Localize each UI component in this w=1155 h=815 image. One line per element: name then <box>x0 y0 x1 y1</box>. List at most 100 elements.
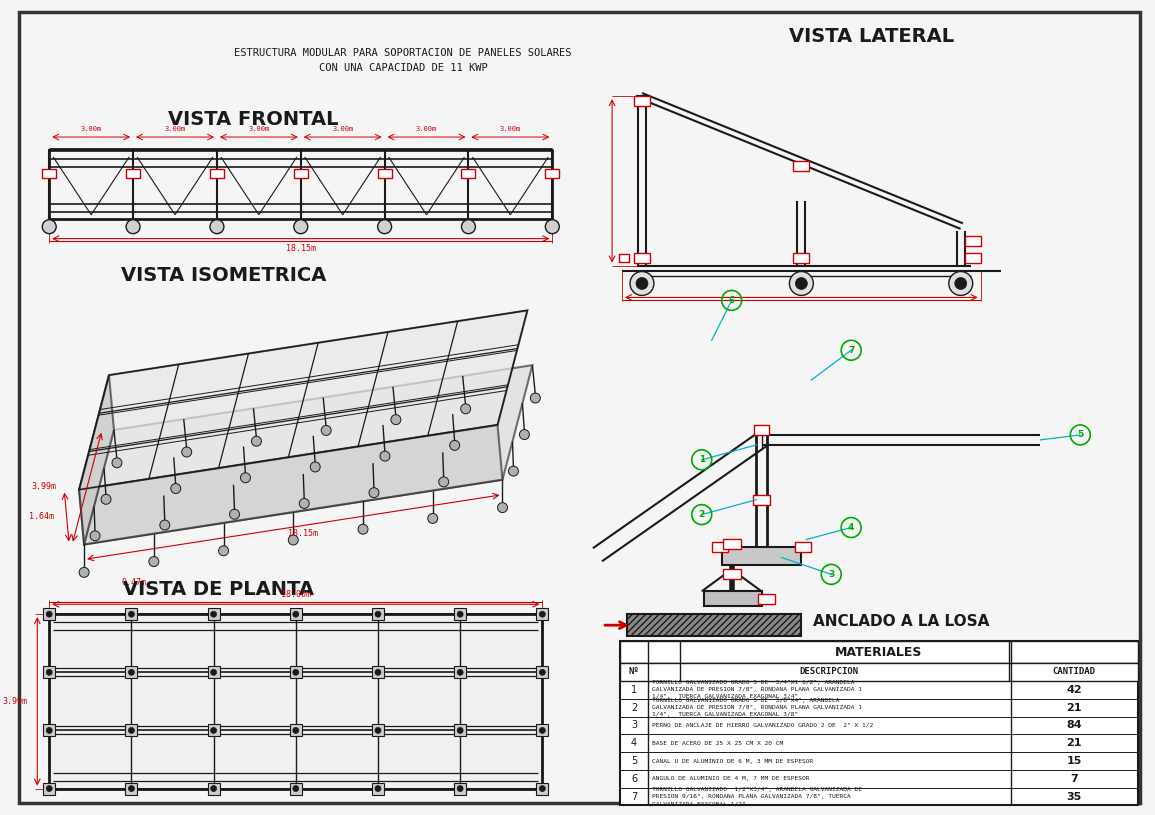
Bar <box>372 782 383 795</box>
Text: 18.15m: 18.15m <box>289 529 319 538</box>
Bar <box>620 641 1138 805</box>
Bar <box>620 641 1138 663</box>
Bar <box>634 253 650 262</box>
Text: 42: 42 <box>1066 685 1082 695</box>
Circle shape <box>128 728 134 734</box>
Circle shape <box>210 786 217 791</box>
Text: 3.00m: 3.00m <box>416 126 437 132</box>
Circle shape <box>149 557 158 566</box>
Circle shape <box>289 535 298 545</box>
Circle shape <box>378 220 392 234</box>
Bar <box>536 608 549 620</box>
Text: 6: 6 <box>729 296 735 305</box>
Circle shape <box>112 458 122 468</box>
Bar <box>290 667 301 678</box>
Circle shape <box>210 220 224 234</box>
Text: 1/4",  TUERCA GALVANIZADA EXAGONAL 3/4": 1/4", TUERCA GALVANIZADA EXAGONAL 3/4" <box>651 694 798 699</box>
Circle shape <box>520 430 529 439</box>
Text: TORNILLO GALVANIZADO  1/2"X3/4", ARANDELA GALVANIZADA DE: TORNILLO GALVANIZADO 1/2"X3/4", ARANDELA… <box>651 787 862 792</box>
Text: CANAL U DE ALUMINIO DE 6 M, 3 MM DE ESPESOR: CANAL U DE ALUMINIO DE 6 M, 3 MM DE ESPE… <box>651 759 813 764</box>
Text: 35: 35 <box>1067 791 1082 802</box>
Text: 21: 21 <box>1066 738 1082 748</box>
Bar <box>208 725 219 737</box>
Text: VISTA LATERAL: VISTA LATERAL <box>789 27 954 46</box>
Text: 4: 4 <box>631 738 638 748</box>
Bar <box>711 543 728 553</box>
Text: 3: 3 <box>631 720 638 730</box>
Text: 3.00m: 3.00m <box>81 126 102 132</box>
Bar <box>43 782 55 795</box>
Circle shape <box>375 728 381 734</box>
Bar <box>43 725 55 737</box>
Bar <box>378 170 392 178</box>
Text: PRESION 9/16", RONDANA PLANA GALVANIZADA 7/8", TUERCA: PRESION 9/16", RONDANA PLANA GALVANIZADA… <box>651 794 851 799</box>
Text: 7: 7 <box>631 791 638 802</box>
Bar <box>753 425 769 435</box>
Circle shape <box>358 524 368 534</box>
Bar <box>536 667 549 678</box>
Text: 21: 21 <box>1066 703 1082 712</box>
Bar <box>634 96 650 106</box>
Circle shape <box>539 669 545 676</box>
Text: TORNILLO GALVANIZADO GRADO 5 DE  3/4"X1 1/2", ARANDELA: TORNILLO GALVANIZADO GRADO 5 DE 3/4"X1 1… <box>651 681 855 685</box>
Bar <box>126 782 137 795</box>
Circle shape <box>457 728 463 734</box>
Text: 84: 84 <box>1066 720 1082 730</box>
Bar <box>545 170 559 178</box>
Bar <box>372 667 383 678</box>
Circle shape <box>498 503 507 513</box>
Text: 0.47m: 0.47m <box>121 578 147 587</box>
Circle shape <box>210 728 217 734</box>
Text: 5: 5 <box>1078 430 1083 439</box>
Circle shape <box>375 786 381 791</box>
Circle shape <box>427 513 438 523</box>
Circle shape <box>299 499 310 509</box>
Bar <box>208 608 219 620</box>
Circle shape <box>380 452 390 461</box>
Bar <box>964 253 981 262</box>
Circle shape <box>171 483 180 494</box>
Text: 15: 15 <box>1066 756 1082 766</box>
Circle shape <box>439 477 448 487</box>
Text: PERNO DE ANCLAJE DE HIERRO GALVANIZADO GRADO 2 DE  2" X 1/2: PERNO DE ANCLAJE DE HIERRO GALVANIZADO G… <box>651 723 873 728</box>
Bar <box>703 592 761 606</box>
Bar <box>620 663 1138 681</box>
Circle shape <box>79 567 89 577</box>
Text: 3: 3 <box>828 570 834 579</box>
Circle shape <box>508 466 519 476</box>
Circle shape <box>539 786 545 791</box>
Text: 4: 4 <box>848 523 855 532</box>
Circle shape <box>240 473 251 482</box>
Bar <box>796 543 811 553</box>
Bar <box>462 170 476 178</box>
Circle shape <box>128 786 134 791</box>
Bar <box>454 782 467 795</box>
Text: GALVANIZADA EXAGONAL 1/2": GALVANIZADA EXAGONAL 1/2" <box>651 801 746 806</box>
Circle shape <box>539 611 545 617</box>
Text: 3.00m: 3.00m <box>164 126 186 132</box>
Circle shape <box>293 220 307 234</box>
Bar <box>627 615 802 637</box>
Polygon shape <box>79 375 114 544</box>
Bar <box>758 594 775 604</box>
Text: GALVANIZADA DE PRESION 7/8", RONDANA PLANA GALVANIZADA 1: GALVANIZADA DE PRESION 7/8", RONDANA PLA… <box>651 687 862 693</box>
Circle shape <box>46 669 52 676</box>
Text: 3.00m: 3.00m <box>333 126 353 132</box>
Circle shape <box>210 669 217 676</box>
Circle shape <box>46 786 52 791</box>
Circle shape <box>390 415 401 425</box>
Text: 3.99m: 3.99m <box>2 697 28 706</box>
Bar <box>793 253 810 262</box>
Bar <box>126 667 137 678</box>
Circle shape <box>530 393 541 403</box>
Circle shape <box>293 669 299 676</box>
Bar <box>619 253 629 262</box>
Text: 6: 6 <box>631 773 638 784</box>
Bar <box>290 782 301 795</box>
Bar <box>43 170 57 178</box>
Bar <box>753 495 770 504</box>
Text: 3.00m: 3.00m <box>248 126 269 132</box>
Circle shape <box>368 487 379 498</box>
Bar <box>50 615 543 789</box>
Circle shape <box>252 436 261 446</box>
